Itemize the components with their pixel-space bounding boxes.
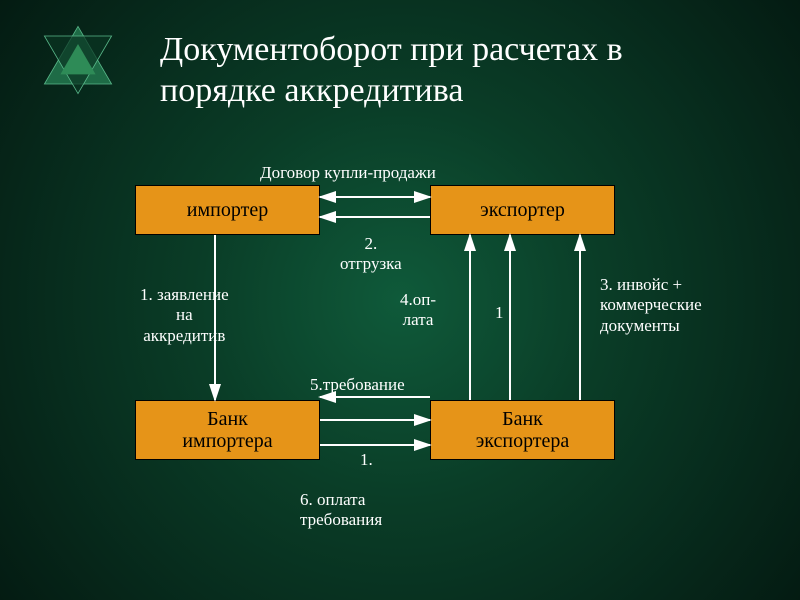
label-shipment: 2. отгрузка bbox=[340, 234, 402, 275]
node-importer-label: импортер bbox=[187, 199, 268, 221]
label-one: 1 bbox=[495, 303, 504, 323]
label-contract: Договор купли-продажи bbox=[260, 163, 436, 183]
slide-title: Документоборот при расчетах в порядке ак… bbox=[160, 30, 720, 112]
label-payment: 4.оп- лата bbox=[400, 290, 436, 331]
node-exporter: экспортер bbox=[430, 185, 615, 235]
node-exporter-label: экспортер bbox=[480, 199, 565, 221]
label-demand: 5.требование bbox=[310, 375, 405, 395]
label-pay-demand: 6. оплата требования bbox=[300, 490, 382, 531]
node-bank-exporter: Банк экспортера bbox=[430, 400, 615, 460]
node-importer: импортер bbox=[135, 185, 320, 235]
triangle-icon bbox=[38, 20, 118, 100]
slide: Документоборот при расчетах в порядке ак… bbox=[0, 0, 800, 600]
node-bank-exporter-label: Банк экспортера bbox=[476, 408, 570, 452]
label-application: 1. заявление на аккредитив bbox=[140, 285, 229, 346]
label-one2: 1. bbox=[360, 450, 373, 470]
label-invoice: 3. инвойс + коммерческие документы bbox=[600, 275, 702, 336]
node-bank-importer-label: Банк импортера bbox=[182, 408, 272, 452]
node-bank-importer: Банк импортера bbox=[135, 400, 320, 460]
